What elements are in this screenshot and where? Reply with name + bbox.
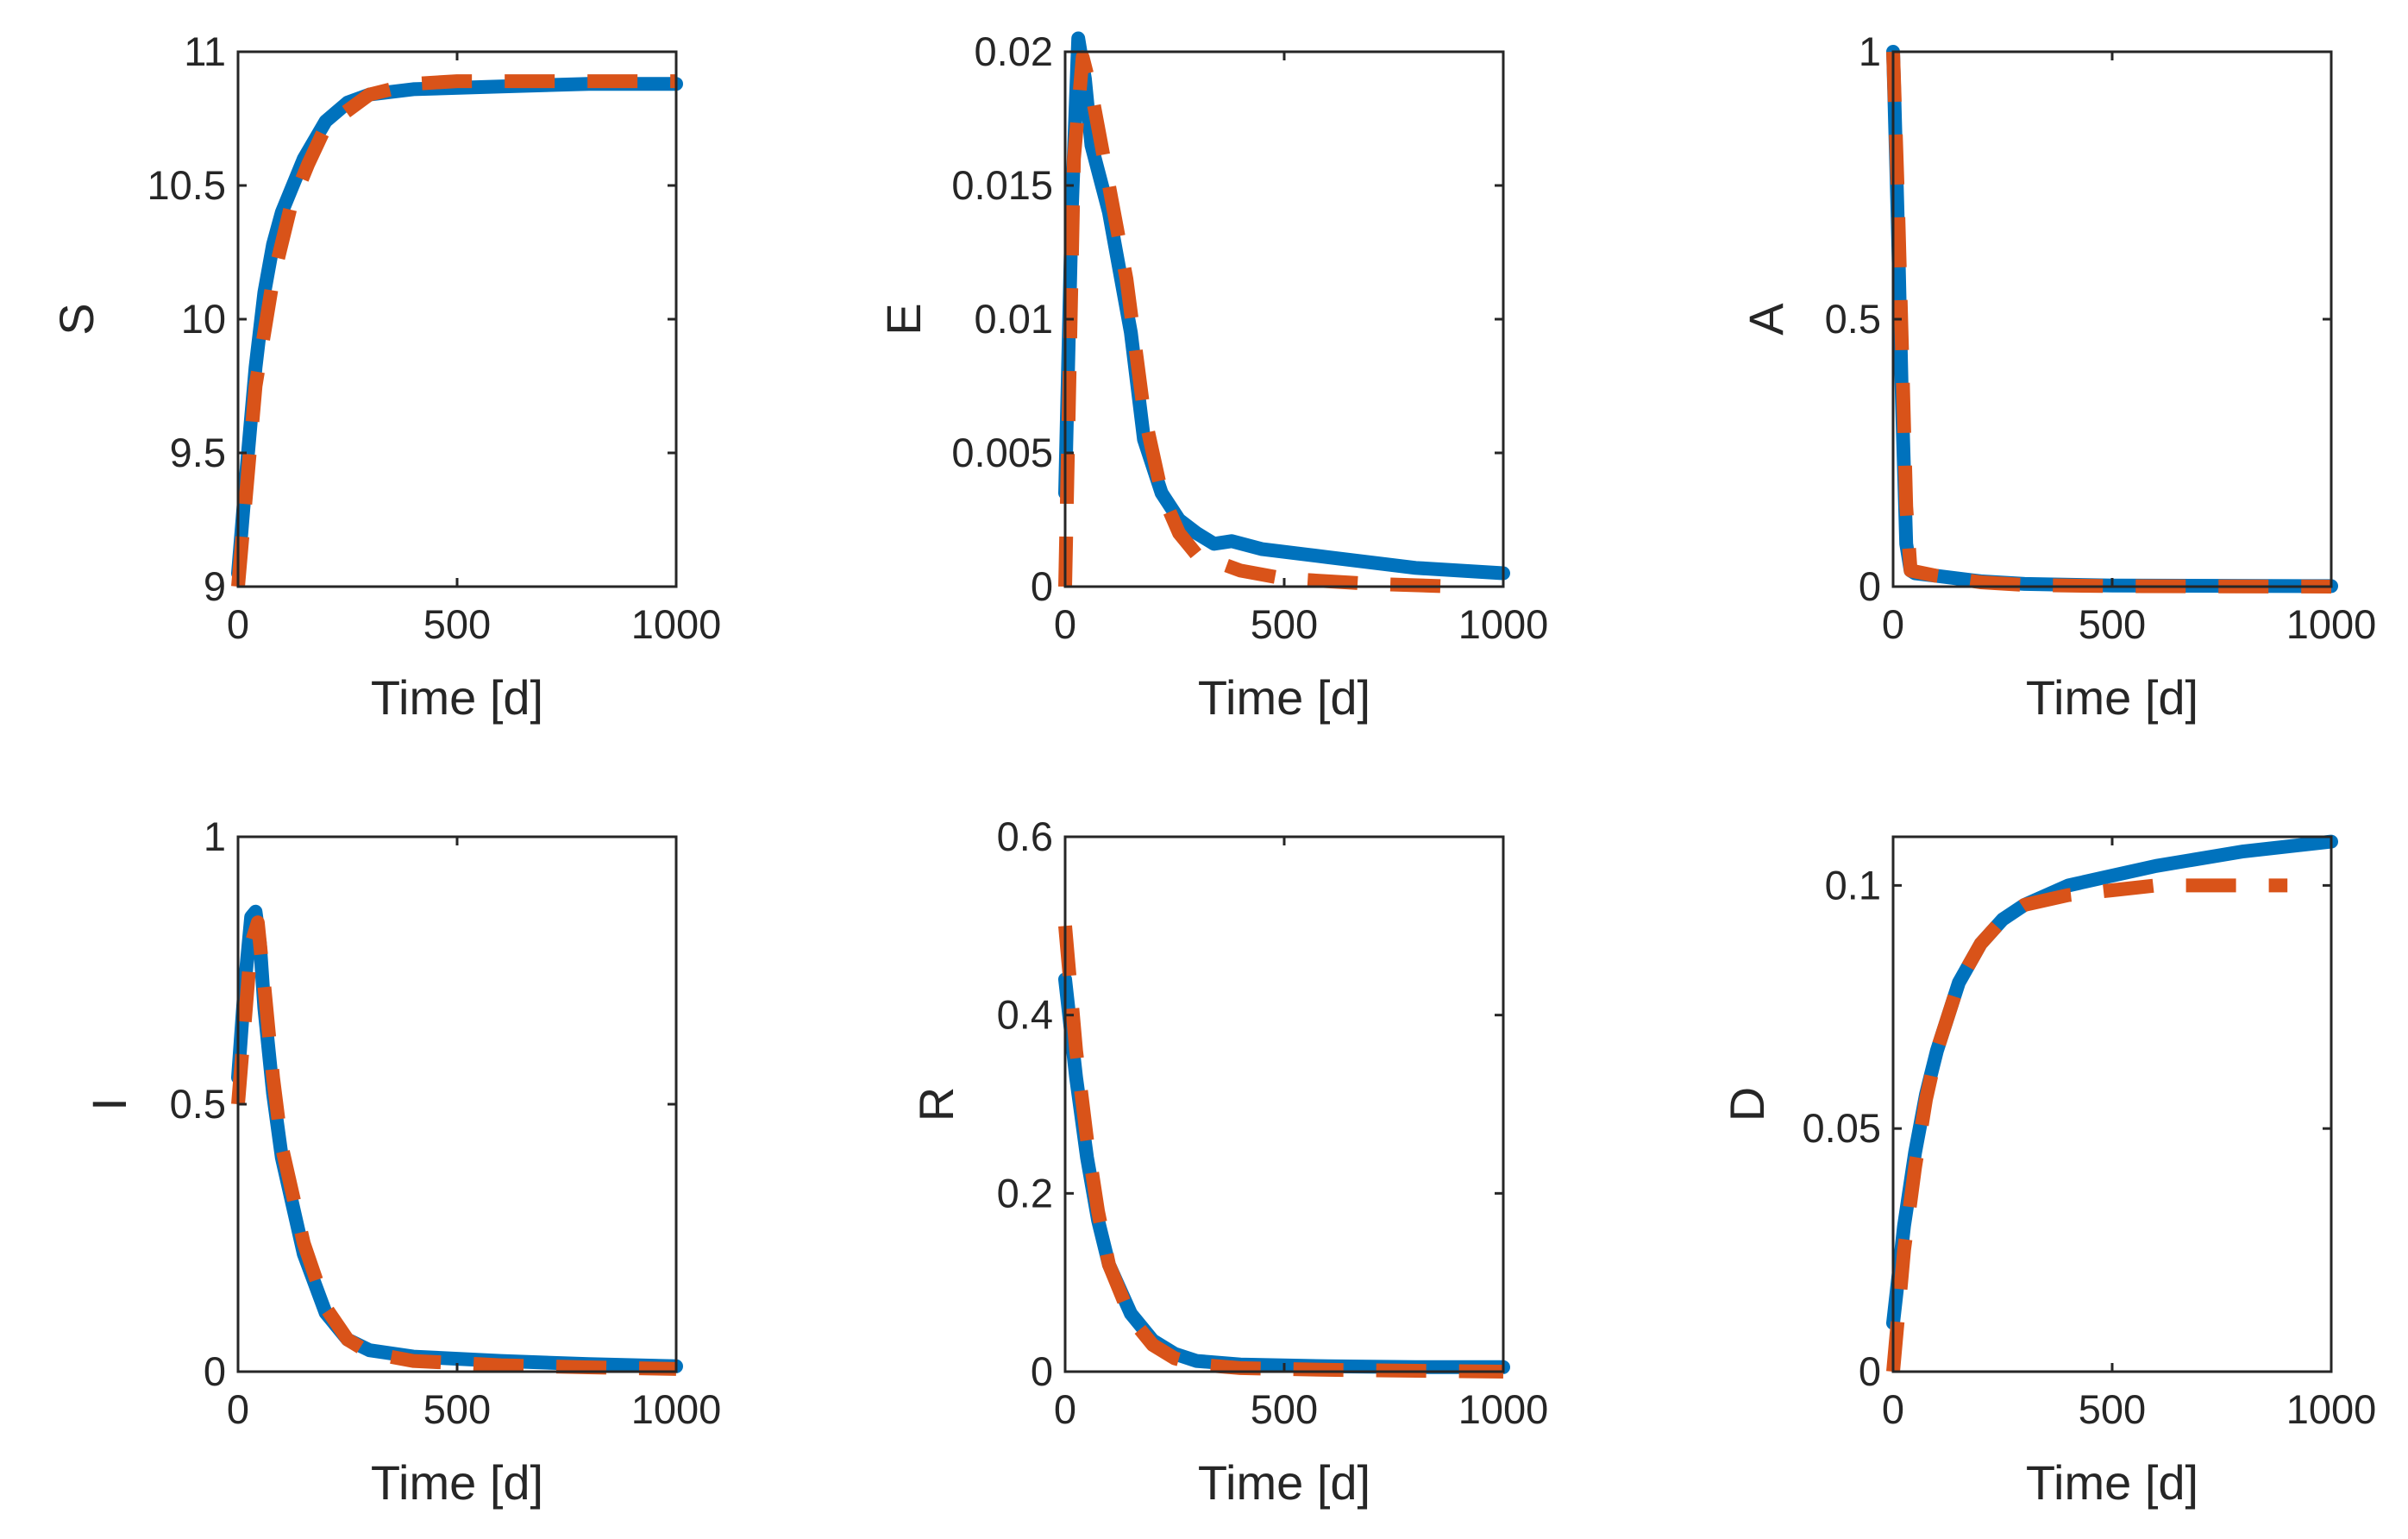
series-line-data xyxy=(231,915,677,1376)
x-tick-label: 1000 xyxy=(631,1386,722,1432)
y-tick-label: 0 xyxy=(1031,1348,1053,1394)
y-axis-label: R xyxy=(909,1087,963,1121)
y-tick-label: 0.5 xyxy=(170,1081,226,1127)
y-tick-label: 9.5 xyxy=(170,430,226,475)
y-tick-label: 0 xyxy=(204,1348,226,1394)
subplot-R: 0 500 1000 0 0.2 0.4 0.6 Time [d] R xyxy=(909,813,1548,1510)
series-line-data xyxy=(231,74,676,587)
y-tick-label: 0.01 xyxy=(975,296,1053,342)
series-line-data xyxy=(1058,50,1460,594)
y-tick-label: 1 xyxy=(1859,28,1881,74)
x-tick-label: 500 xyxy=(1251,1386,1318,1432)
subplot-E: 0 500 1000 0 0.005 0.01 0.015 0.02 Time [d] E xyxy=(876,28,1548,725)
y-axis-label: S xyxy=(49,303,103,335)
x-axis-label: Time [d] xyxy=(371,670,543,725)
subplot-D: 0 500 1000 0 0.05 0.1 Time [d] D xyxy=(1720,834,2377,1510)
x-tick-label: 0 xyxy=(227,1386,249,1432)
y-tick-label: 0.005 xyxy=(951,430,1053,475)
subplot-I: 0 500 1000 0 0.5 1 Time [d] I xyxy=(82,813,721,1510)
x-axis-label: Time [d] xyxy=(2026,670,2198,725)
y-tick-label: 0.6 xyxy=(997,813,1053,859)
y-axis-label: E xyxy=(876,303,931,335)
y-tick-label: 0.2 xyxy=(997,1170,1053,1215)
x-tick-label: 0 xyxy=(1054,1386,1076,1432)
y-tick-label: 0 xyxy=(1859,1348,1881,1394)
x-tick-label: 1000 xyxy=(1458,1386,1549,1432)
x-tick-label: 1000 xyxy=(1458,601,1549,647)
subplot-S: 0 500 1000 9 9.5 10 10.5 11 Time [d] S xyxy=(49,28,721,725)
y-tick-label: 1 xyxy=(204,813,226,859)
y-tick-label: 0.5 xyxy=(1825,296,1881,342)
x-axis-label: Time [d] xyxy=(1198,1455,1370,1510)
y-tick-label: 0 xyxy=(1031,563,1053,609)
y-axis-label: I xyxy=(82,1097,136,1111)
series-line-data xyxy=(1058,925,1504,1379)
x-tick-label: 500 xyxy=(2079,1386,2146,1432)
x-tick-label: 0 xyxy=(1882,1386,1904,1432)
y-axis-label: A xyxy=(1739,303,1793,336)
y-tick-label: 10.5 xyxy=(147,162,226,208)
x-tick-label: 0 xyxy=(1882,601,1904,647)
y-tick-label: 0.05 xyxy=(1803,1105,1881,1151)
x-tick-label: 500 xyxy=(1251,601,1318,647)
series-line-data xyxy=(1886,878,2288,1373)
x-tick-label: 1000 xyxy=(2286,601,2377,647)
x-axis-label: Time [d] xyxy=(371,1455,543,1510)
x-tick-label: 1000 xyxy=(631,601,722,647)
y-tick-label: 0.4 xyxy=(997,992,1053,1038)
y-tick-label: 0.1 xyxy=(1825,862,1881,908)
x-tick-label: 500 xyxy=(423,1386,491,1432)
y-tick-label: 0.02 xyxy=(975,28,1053,74)
x-tick-label: 0 xyxy=(227,601,249,647)
subplot-A: 0 500 1000 0 0.5 1 Time [d] A xyxy=(1739,28,2376,725)
y-tick-label: 0.015 xyxy=(951,162,1053,208)
y-tick-label: 11 xyxy=(184,28,226,74)
x-tick-label: 500 xyxy=(423,601,491,647)
y-tick-label: 10 xyxy=(181,296,226,342)
x-axis-label: Time [d] xyxy=(1198,670,1370,725)
x-tick-label: 0 xyxy=(1054,601,1076,647)
x-axis-label: Time [d] xyxy=(2026,1455,2198,1510)
y-tick-label: 9 xyxy=(204,563,226,609)
y-tick-label: 0 xyxy=(1859,563,1881,609)
series-line-model xyxy=(231,904,683,1373)
y-axis-label: D xyxy=(1720,1087,1774,1121)
x-tick-label: 500 xyxy=(2079,601,2146,647)
x-tick-label: 1000 xyxy=(2286,1386,2377,1432)
